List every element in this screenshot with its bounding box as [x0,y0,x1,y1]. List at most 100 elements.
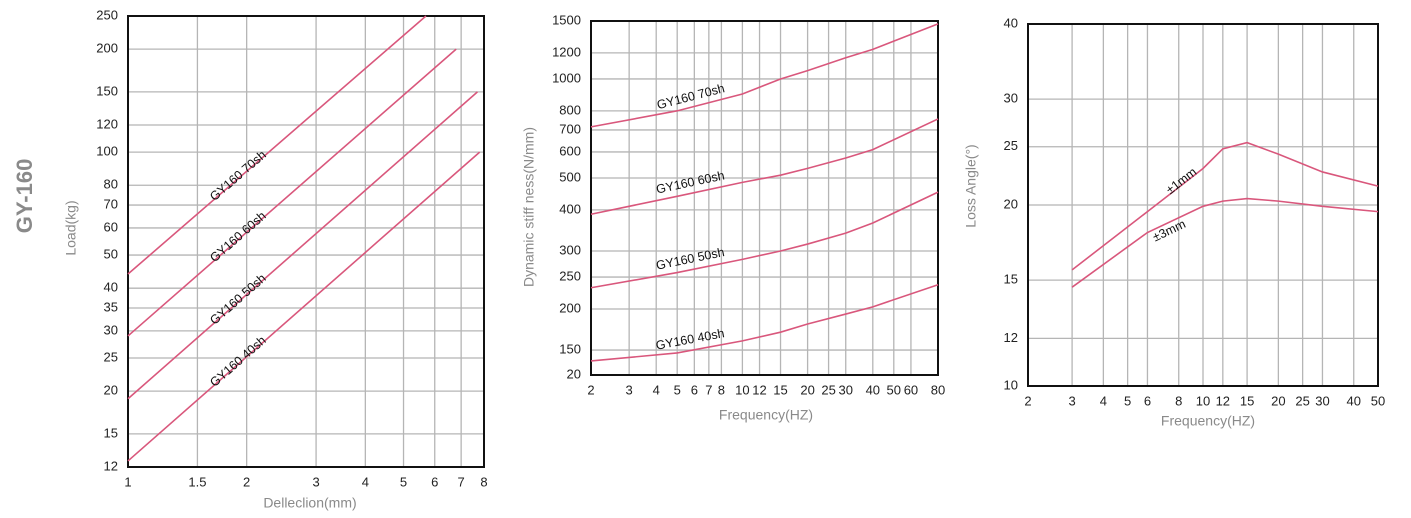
y-tick-label: 30 [1004,91,1018,106]
x-axis-label: Frequency(HZ) [1161,413,1255,429]
data-line [590,283,939,362]
x-tick-label: 2 [1024,393,1031,408]
x-tick-label: 2 [243,474,250,489]
x-tick-label: 80 [931,382,945,397]
x-tick-label: 8 [718,382,725,397]
x-tick-label: 40 [1347,393,1361,408]
x-tick-label: 15 [1240,393,1254,408]
y-axis-label: Loss Angle(°) [963,144,979,227]
y-tick-label: 120 [96,116,118,131]
x-tick-label: 25 [1295,393,1309,408]
x-tick-label: 10 [735,382,749,397]
y-tick-label: 40 [104,280,118,295]
y-tick-label: 1000 [552,70,581,85]
x-tick-label: 15 [773,382,787,397]
x-tick-label: 3 [626,382,633,397]
y-tick-label: 150 [96,83,118,98]
y-tick-label: 600 [559,143,581,158]
y-tick-label: 1200 [552,44,581,59]
x-tick-label: 12 [1216,393,1230,408]
data-line [590,23,939,128]
line-label: ±1mm [1163,165,1199,197]
y-tick-label: 800 [559,102,581,117]
x-tick-label: 6 [1144,393,1151,408]
x-tick-label: 30 [839,382,853,397]
y-tick-label: 12 [1004,330,1018,345]
y-tick-label: 500 [559,169,581,184]
data-line [1071,197,1379,288]
x-tick-label: 2 [587,382,594,397]
y-tick-label: 700 [559,121,581,136]
line-label: GY160 70sh [207,148,269,204]
y-tick-label: 250 [96,7,118,22]
y-tick-label: 1500 [552,12,581,27]
x-tick-label: 20 [800,382,814,397]
plot-frame [127,15,485,468]
x-tick-label: 4 [1100,393,1107,408]
x-tick-label: 7 [458,474,465,489]
x-tick-label: 12 [752,382,766,397]
plot-frame [1027,23,1379,387]
x-tick-label: 25 [821,382,835,397]
y-axis-label: Load(kg) [63,200,79,255]
y-tick-label: 70 [104,197,118,212]
y-tick-label: 80 [104,177,118,192]
x-tick-label: 5 [674,382,681,397]
x-tick-label: 50 [1371,393,1385,408]
data-line [590,118,939,216]
y-tick-label: 15 [104,425,118,440]
x-tick-label: 5 [1124,393,1131,408]
x-tick-label: 30 [1315,393,1329,408]
x-tick-label: 8 [480,474,487,489]
y-tick-label: 400 [559,201,581,216]
y-tick-label: 20 [567,366,581,381]
data-line [127,91,478,400]
x-tick-label: 6 [691,382,698,397]
y-axis-label: Dynamic stiff ness(N/mm) [521,127,537,287]
line-label: GY160 40sh [207,333,268,389]
line-label: GY160 40sh [655,326,726,352]
y-tick-label: 200 [96,41,118,56]
data-line [127,151,481,462]
line-label: GY160 50sh [655,245,726,273]
x-tick-label: 6 [431,474,438,489]
x-tick-label: 4 [362,474,369,489]
y-tick-label: 35 [104,299,118,314]
y-tick-label: 200 [559,300,581,315]
data-line [1071,141,1379,271]
x-tick-label: 60 [904,382,918,397]
x-tick-label: 20 [1271,393,1285,408]
y-tick-label: 50 [104,246,118,261]
plot-frame [590,20,939,376]
x-tick-label: 40 [866,382,880,397]
x-tick-label: 3 [312,474,319,489]
x-tick-label: 50 [887,382,901,397]
side-title: GY-160 [12,159,37,234]
y-tick-label: 25 [104,349,118,364]
x-tick-label: 1.5 [188,474,206,489]
x-tick-label: 8 [1175,393,1182,408]
data-line [127,48,457,337]
y-tick-label: 150 [559,342,581,357]
line-label: GY160 60sh [655,168,726,196]
y-tick-label: 100 [96,144,118,159]
y-tick-label: 60 [104,219,118,234]
y-tick-label: 300 [559,242,581,257]
x-tick-label: 5 [400,474,407,489]
y-tick-label: 15 [1004,272,1018,287]
x-axis-label: Delleclion(mm) [263,495,356,511]
line-label: GY160 50sh [207,271,268,327]
data-line [590,191,939,289]
x-tick-label: 10 [1196,393,1210,408]
y-tick-label: 30 [104,322,118,337]
x-tick-label: 1 [124,474,131,489]
x-axis-label: Frequency(HZ) [719,407,813,423]
x-tick-label: 4 [653,382,660,397]
x-tick-label: 7 [705,382,712,397]
y-tick-label: 250 [559,269,581,284]
y-tick-label: 12 [104,458,118,473]
line-label: GY160 60sh [207,209,269,265]
y-tick-label: 40 [1004,15,1018,30]
y-tick-label: 20 [1004,196,1018,211]
